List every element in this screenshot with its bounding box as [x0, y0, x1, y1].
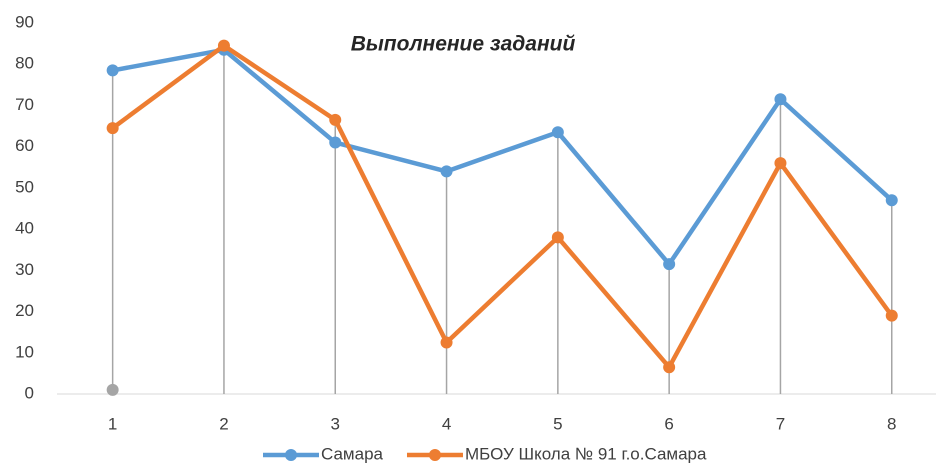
legend-label: МБОУ Школа № 91 г.о.Самара	[465, 444, 707, 463]
series-line	[112, 47, 894, 267]
x-tick-label: 5	[553, 414, 562, 433]
x-tick-label: 2	[219, 414, 228, 433]
legend-item: МБОУ Школа № 91 г.о.Самара	[406, 444, 707, 463]
point	[106, 122, 119, 135]
y-tick-label: 20	[15, 301, 34, 320]
point	[551, 126, 564, 139]
x-tick-label: 6	[664, 414, 673, 433]
chart-title: Выполнение заданий	[351, 33, 576, 56]
point	[774, 93, 787, 106]
y-tick-label: 30	[15, 260, 34, 279]
y-tick-label: 60	[15, 136, 34, 155]
point	[663, 361, 676, 374]
x-tick-label: 8	[887, 414, 896, 433]
y-tick-label: 90	[15, 12, 34, 31]
point	[106, 64, 119, 77]
point	[774, 157, 787, 170]
point	[551, 231, 564, 244]
point	[440, 165, 453, 178]
x-tick-label: 3	[331, 414, 340, 433]
y-tick-label: 80	[15, 54, 34, 73]
y-tick-label: 70	[15, 95, 34, 114]
legend-label: Самара	[321, 444, 384, 463]
point	[106, 383, 119, 396]
x-tick-label: 1	[108, 414, 117, 433]
y-tick-label: 40	[15, 219, 34, 238]
point	[885, 309, 898, 322]
point	[329, 113, 342, 126]
series-line	[111, 43, 894, 370]
point	[440, 336, 453, 349]
legend-marker	[285, 449, 297, 461]
x-tick-label: 7	[776, 414, 785, 433]
y-tick-label: 50	[15, 177, 34, 196]
point	[217, 39, 230, 52]
legend-item: Самара	[263, 444, 384, 463]
point	[885, 194, 898, 207]
x-tick-label: 4	[442, 414, 451, 433]
legend-marker	[428, 449, 441, 461]
point	[663, 258, 676, 271]
y-tick-label: 10	[15, 342, 34, 361]
y-tick-label: 0	[25, 383, 34, 402]
point	[329, 136, 342, 149]
